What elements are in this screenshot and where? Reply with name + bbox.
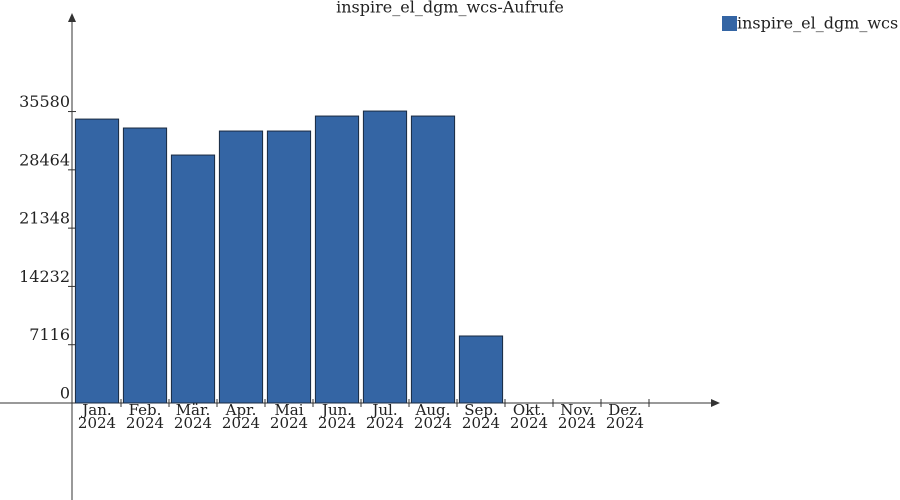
x-tick-label: Feb. 2024 <box>125 401 165 432</box>
x-tick-label: Aug. 2024 <box>413 401 453 432</box>
y-tick-label: 7116 <box>29 325 70 344</box>
bar <box>458 335 504 404</box>
x-tick-label: Dez. 2024 <box>605 401 645 432</box>
x-tick-label: Apr. 2024 <box>221 401 261 432</box>
legend-label: inspire_el_dgm_wcs <box>737 14 898 33</box>
y-tick-label: 14232 <box>19 267 70 286</box>
y-tick-label: 0 <box>60 384 70 403</box>
x-tick-label: Mär. 2024 <box>173 401 213 432</box>
x-tick-label: Jul. 2024 <box>365 401 405 432</box>
x-arrow <box>711 399 720 407</box>
bar <box>218 130 264 404</box>
bar <box>266 130 312 404</box>
y-tick-label: 35580 <box>19 92 70 111</box>
x-tick-label: Sep. 2024 <box>461 401 501 432</box>
y-tick-label: 21348 <box>19 209 70 228</box>
x-tick-label: Mai 2024 <box>269 401 309 432</box>
bar <box>362 110 408 404</box>
y-arrow <box>68 13 76 22</box>
bar <box>410 115 456 404</box>
bar <box>74 118 120 404</box>
bar <box>122 127 168 404</box>
chart-title: inspire_el_dgm_wcs-Aufrufe <box>336 0 564 17</box>
x-tick-label: Jun. 2024 <box>317 401 357 432</box>
bar <box>170 154 216 404</box>
legend-swatch <box>722 16 737 31</box>
x-tick-label: Okt. 2024 <box>509 401 549 432</box>
y-tick-label: 28464 <box>19 150 70 169</box>
x-tick-label: Nov. 2024 <box>557 401 597 432</box>
x-tick-label: Jan. 2024 <box>77 401 117 432</box>
bar <box>314 115 360 404</box>
